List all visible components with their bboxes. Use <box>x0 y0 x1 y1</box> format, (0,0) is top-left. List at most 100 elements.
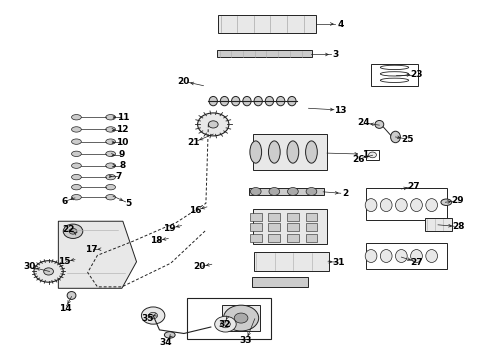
Bar <box>306 213 318 221</box>
Text: 21: 21 <box>188 138 200 147</box>
Circle shape <box>306 188 317 195</box>
Ellipse shape <box>243 96 251 106</box>
Circle shape <box>69 228 77 234</box>
Ellipse shape <box>380 72 409 76</box>
Circle shape <box>34 261 63 282</box>
Bar <box>287 213 299 221</box>
Circle shape <box>250 188 261 195</box>
Ellipse shape <box>164 332 175 338</box>
Ellipse shape <box>106 151 116 157</box>
Ellipse shape <box>380 199 392 212</box>
Text: 13: 13 <box>334 105 346 114</box>
Text: 8: 8 <box>120 161 126 170</box>
Text: 33: 33 <box>240 336 252 345</box>
Ellipse shape <box>106 139 116 144</box>
Ellipse shape <box>106 114 116 120</box>
Text: 9: 9 <box>118 150 124 159</box>
Ellipse shape <box>380 78 409 82</box>
Text: 17: 17 <box>85 245 98 254</box>
Ellipse shape <box>72 127 81 132</box>
Circle shape <box>215 316 236 332</box>
Circle shape <box>142 307 165 324</box>
Ellipse shape <box>395 249 407 262</box>
Ellipse shape <box>287 141 299 163</box>
Bar <box>253 134 327 170</box>
Circle shape <box>223 305 259 331</box>
Text: 34: 34 <box>160 338 172 347</box>
Text: 29: 29 <box>451 196 464 205</box>
Text: 16: 16 <box>189 206 201 215</box>
Ellipse shape <box>72 163 81 168</box>
Text: 27: 27 <box>407 182 420 191</box>
Bar <box>250 234 262 242</box>
Ellipse shape <box>67 292 76 300</box>
Circle shape <box>197 113 229 136</box>
Text: 20: 20 <box>194 262 206 271</box>
Text: 35: 35 <box>141 314 153 323</box>
Bar <box>425 219 452 230</box>
Ellipse shape <box>72 194 81 200</box>
Ellipse shape <box>209 96 218 106</box>
Text: 28: 28 <box>452 222 465 231</box>
Text: 30: 30 <box>24 262 36 271</box>
Text: 23: 23 <box>411 71 423 80</box>
Bar <box>250 224 262 231</box>
Text: 7: 7 <box>116 172 122 181</box>
Ellipse shape <box>269 141 280 163</box>
Bar <box>269 224 280 231</box>
Text: 18: 18 <box>150 237 162 246</box>
Ellipse shape <box>276 96 285 106</box>
Text: 2: 2 <box>342 189 348 198</box>
Polygon shape <box>58 221 137 288</box>
Bar <box>370 64 418 86</box>
Ellipse shape <box>106 163 116 168</box>
Bar <box>287 224 299 231</box>
Text: 25: 25 <box>401 135 414 144</box>
Ellipse shape <box>411 249 422 262</box>
Ellipse shape <box>232 96 240 106</box>
Ellipse shape <box>220 96 229 106</box>
Bar <box>253 209 327 244</box>
Ellipse shape <box>441 199 452 206</box>
Ellipse shape <box>72 114 81 120</box>
Text: 4: 4 <box>337 19 343 28</box>
Ellipse shape <box>391 131 400 143</box>
Ellipse shape <box>106 184 116 190</box>
Ellipse shape <box>254 96 262 106</box>
Ellipse shape <box>288 96 296 106</box>
Ellipse shape <box>72 151 81 157</box>
Ellipse shape <box>106 175 116 180</box>
Text: 20: 20 <box>178 77 190 86</box>
Circle shape <box>288 188 298 195</box>
Text: 3: 3 <box>332 50 339 59</box>
Ellipse shape <box>375 121 384 129</box>
Circle shape <box>220 320 230 328</box>
Bar <box>306 224 318 231</box>
Ellipse shape <box>72 139 81 144</box>
Ellipse shape <box>395 199 407 212</box>
Text: 14: 14 <box>59 304 72 313</box>
Circle shape <box>44 268 53 275</box>
Bar <box>269 213 280 221</box>
Ellipse shape <box>106 194 116 200</box>
Ellipse shape <box>426 199 438 212</box>
Text: 6: 6 <box>61 197 67 206</box>
Text: 1: 1 <box>362 150 368 159</box>
Text: 5: 5 <box>125 199 132 208</box>
Text: 22: 22 <box>62 225 74 234</box>
Bar <box>187 298 271 338</box>
Text: 15: 15 <box>58 257 71 266</box>
Ellipse shape <box>380 65 409 69</box>
Bar <box>269 234 280 242</box>
Text: 10: 10 <box>116 138 128 147</box>
Text: 19: 19 <box>164 224 176 233</box>
Bar <box>254 252 329 271</box>
Circle shape <box>149 312 158 319</box>
Text: 27: 27 <box>411 258 423 267</box>
Bar <box>250 213 262 221</box>
Circle shape <box>368 152 376 158</box>
Ellipse shape <box>365 249 377 262</box>
Ellipse shape <box>306 141 318 163</box>
Bar <box>366 150 379 159</box>
Bar <box>218 15 316 33</box>
